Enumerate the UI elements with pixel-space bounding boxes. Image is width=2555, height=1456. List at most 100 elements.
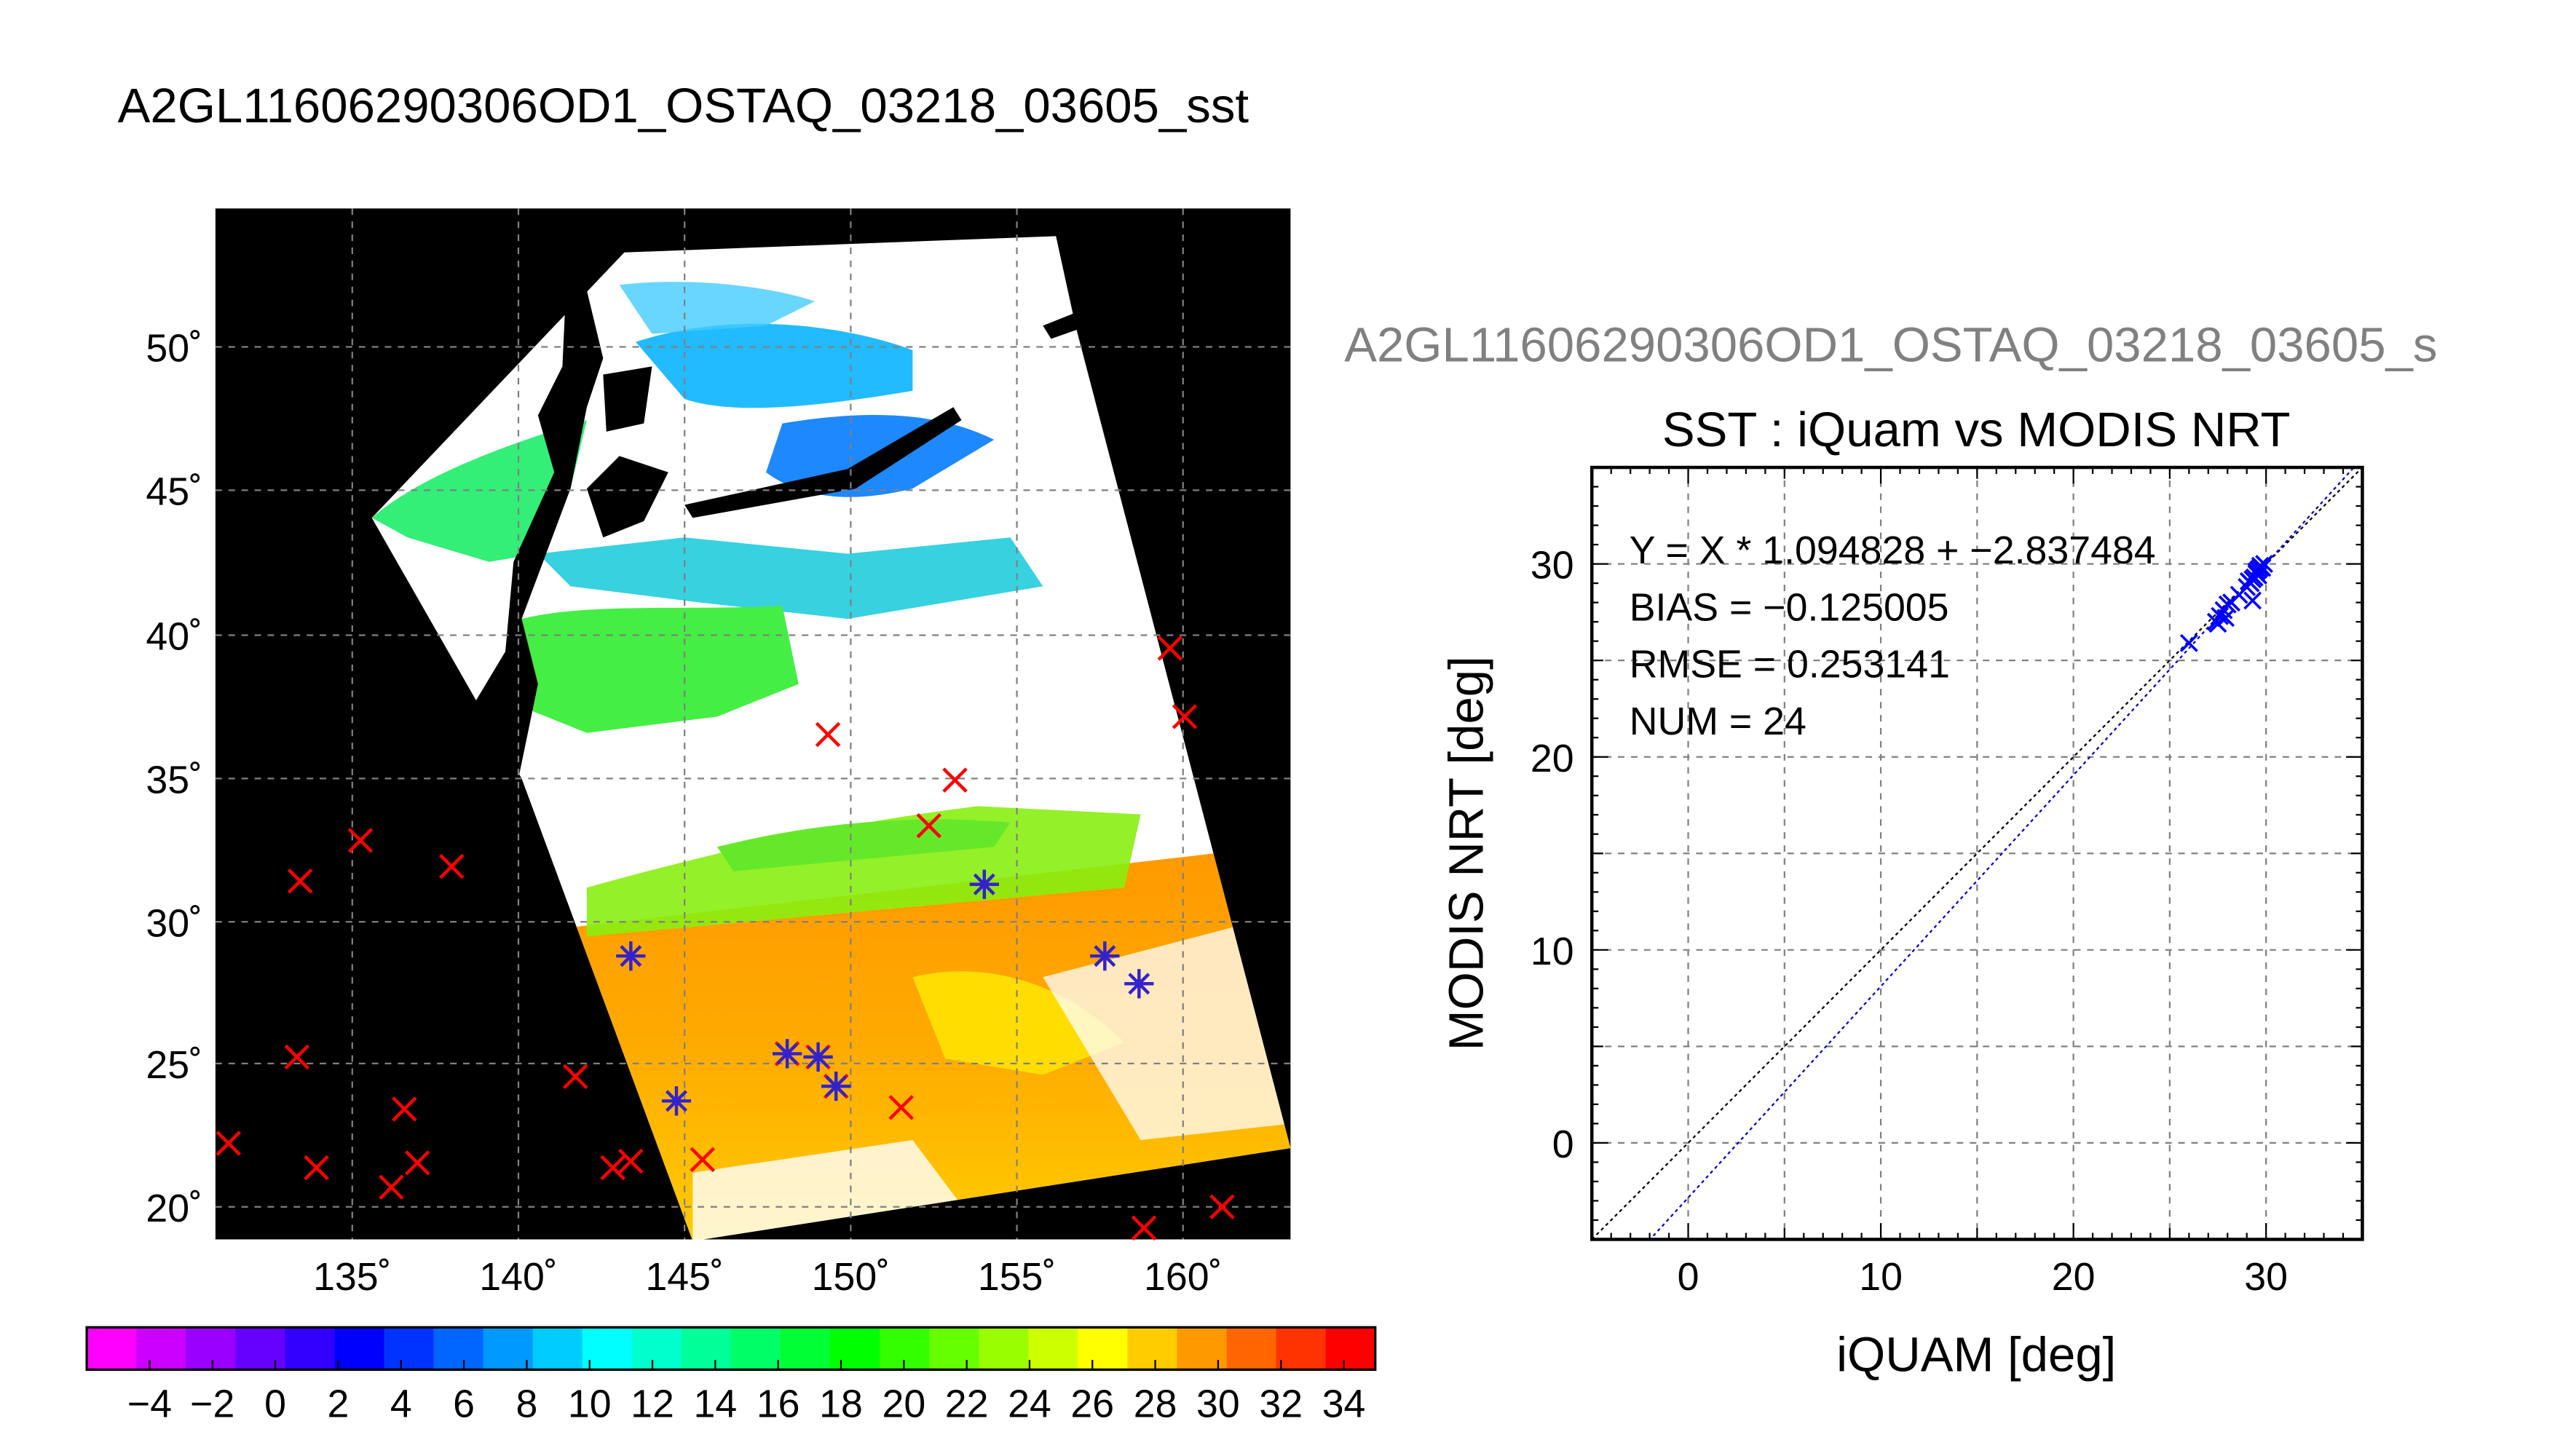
iquam-marker [216,1131,242,1156]
rmse-stat: RMSE = 0.253141 [1630,643,1950,687]
scatter-points [2179,555,2273,652]
colorbar-cell [1226,1327,1277,1370]
colorbar-label: 20 [882,1382,925,1425]
iquam-marker [618,1148,644,1174]
sakhalin-land [603,366,652,432]
matchup-marker [772,1039,802,1069]
yellow-patch [912,971,1125,1075]
colorbar-cell [285,1327,336,1370]
warm-sea-region [562,847,1291,1240]
data-point [2249,561,2268,579]
scatter-plot: 0 10 20 30 0 10 20 30 Y = X * 1.094828 + −2.83… [1439,465,2364,1382]
green-front [586,806,1141,937]
iquam-marker [1157,636,1183,661]
iquam-marker [916,812,941,839]
iquam-marker [942,767,968,793]
colorbar-cell [730,1327,782,1370]
colorbar-cell [880,1327,931,1370]
colorbar-cell [483,1327,534,1370]
colorbar-label: −4 [127,1382,172,1425]
scatter-grid [1592,467,2363,1240]
colorbar-cell [334,1327,385,1370]
colorbar-cell [1078,1327,1129,1370]
matchup-marker [969,869,999,899]
iquam-marker [439,853,465,879]
colorbar-label: 14 [694,1382,738,1425]
y-tick-label: 10 [1531,930,1574,973]
lat-tick-label: 30˚ [146,901,202,945]
colorbar-label: 12 [631,1382,674,1425]
lon-tick-label: 140˚ [479,1255,557,1299]
iquam-marker [284,1044,309,1070]
colorbar: −4 −2 0 2 4 6 8 10 12 14 16 18 20 22 24 26 28 30 32 34 [85,1326,1377,1425]
y-tick-labels: 0 10 20 30 [1531,544,1574,1166]
scatter-file-label: A2GL11606290306OD1_OSTAQ_03218_03605_s [1344,318,2437,373]
iquam-marker [304,1155,329,1181]
lon-tick-label: 145˚ [645,1255,723,1299]
colorbar-label: 28 [1134,1382,1177,1425]
lon-tick-label: 155˚ [978,1255,1056,1299]
colorbar-label: 8 [516,1382,537,1425]
data-point [2243,591,2262,610]
kamchatka-tip [1043,309,1089,339]
x-tick-label: 30 [2244,1255,2288,1299]
colorbar-cell [830,1327,881,1370]
colorbar-label: 10 [568,1382,612,1425]
colorbar-label: 34 [1322,1382,1366,1425]
light-blue-waters [619,282,816,334]
colorbar-label: 6 [453,1382,475,1425]
colorbar-cell [681,1327,732,1370]
colorbar-label: 2 [328,1382,350,1425]
fit-equation: Y = X * 1.094828 + −2.837484 [1630,529,2156,572]
colorbar-ticks [149,1360,1345,1370]
colorbar-label: 18 [819,1382,863,1425]
colorbar-cell [781,1327,832,1370]
iquam-marker [1131,1215,1157,1241]
lat-tick-label: 45˚ [146,470,202,514]
colorbar-label: 16 [757,1382,800,1425]
matchup-marker [803,1042,833,1072]
iquam-marker [405,1150,430,1176]
colorbar-cell [979,1327,1030,1370]
colorbar-label: 4 [390,1382,412,1425]
colorbar-cell [1276,1327,1327,1370]
chart-title: SST : iQuam vs MODIS NRT [1662,403,2291,457]
x-tick-label: 0 [1678,1255,1699,1299]
iquam-marker [347,828,374,853]
colorbar-label: −2 [190,1382,234,1425]
hokkaido-land [586,456,668,538]
colorbar-labels: −4 −2 0 2 4 6 8 10 12 14 16 18 20 22 24 26 28 30 32 34 [127,1382,1366,1425]
colorbar-cell [1127,1327,1178,1370]
y-tick-label: 0 [1552,1123,1574,1166]
colorbar-frame [85,1326,1377,1372]
x-axis-label: iQUAM [deg] [1836,1328,2116,1382]
colorbar-cell [136,1327,187,1370]
colorbar-label: 32 [1259,1382,1303,1425]
iquam-marker [888,1095,914,1120]
colorbar-label: 24 [1008,1382,1051,1425]
map-grid [215,208,1291,1240]
colorbar-cell [384,1327,435,1370]
data-point [2208,614,2227,633]
colorbar-cells [87,1327,1376,1370]
y-tick-label: 30 [1531,544,1574,587]
colorbar-cell [235,1327,286,1370]
colorbar-cell [929,1327,980,1370]
x-tick-label: 20 [2052,1255,2096,1299]
matchup-marker [821,1072,851,1101]
lat-tick-label: 25˚ [146,1043,202,1087]
data-point [2216,609,2235,628]
plot-frame [1590,465,2364,1241]
colorbar-cell [87,1327,138,1370]
lon-tick-label: 160˚ [1144,1255,1222,1299]
colorbar-label: 22 [945,1382,989,1425]
colorbar-cell [1028,1327,1079,1370]
iquam-marker [563,1064,588,1089]
iquam-marker [1209,1194,1235,1219]
data-point [2239,572,2258,590]
matchup-marker [1090,941,1120,971]
cyan-waters-east [537,537,1043,620]
colorbar-cell [433,1327,484,1370]
